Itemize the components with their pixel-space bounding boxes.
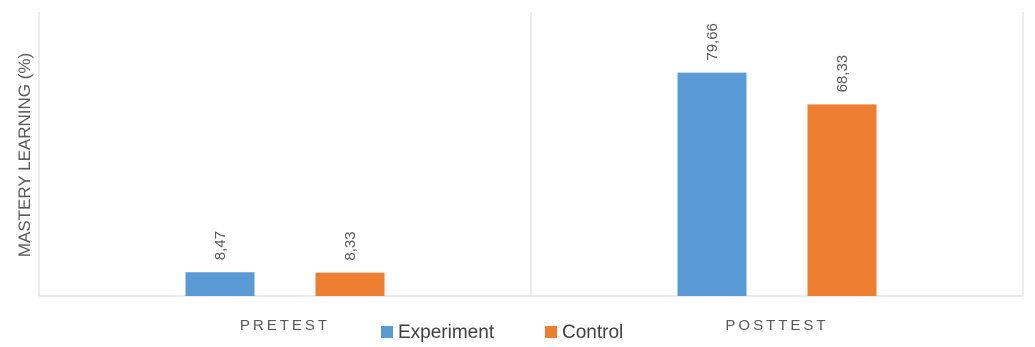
- data-label: 8,33: [342, 231, 359, 260]
- data-label: 8,47: [212, 231, 229, 260]
- bar-experiment-pretest: [185, 272, 255, 296]
- x-tick-label: POSTTEST: [725, 317, 828, 334]
- data-label: 68,33: [834, 55, 851, 93]
- x-tick-label: PRETEST: [240, 317, 330, 334]
- legend-swatch: [381, 326, 393, 338]
- legend-label: Experiment: [398, 322, 495, 343]
- y-axis-title: MASTERY LEARNING (%): [15, 53, 34, 257]
- legend-swatch: [545, 326, 557, 338]
- legend-label: Control: [562, 322, 623, 343]
- bar-control-pretest: [315, 272, 385, 296]
- bar-experiment-posttest: [677, 72, 747, 296]
- data-label: 79,66: [704, 23, 721, 61]
- bar-control-posttest: [807, 104, 877, 296]
